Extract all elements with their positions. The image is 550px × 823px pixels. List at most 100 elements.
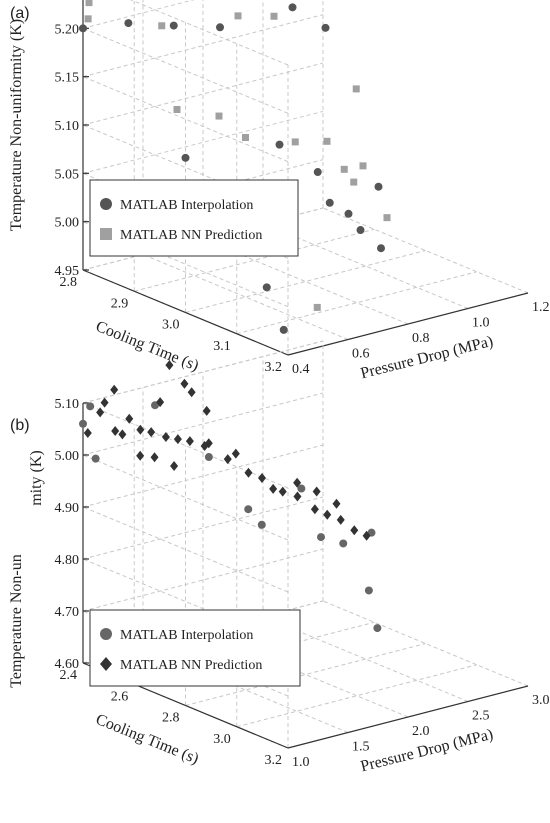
data-point-nn-prediction xyxy=(85,0,93,7)
grid-line xyxy=(185,250,426,313)
grid-line xyxy=(82,402,289,489)
data-point-nn-prediction xyxy=(336,514,345,525)
chart-panel-0 xyxy=(79,0,529,356)
grid-line xyxy=(82,159,324,223)
data-point-nn-prediction xyxy=(161,431,170,442)
y-tick-label: 2.4 xyxy=(60,668,78,683)
chart-panel-1 xyxy=(79,340,529,749)
data-point-interpolation xyxy=(169,21,178,30)
data-point-nn-prediction xyxy=(258,472,266,483)
data-point-interpolation xyxy=(204,453,213,462)
data-point-nn-prediction xyxy=(100,397,109,408)
data-point-interpolation xyxy=(317,533,325,542)
grid-line xyxy=(82,392,324,456)
data-point-nn-prediction xyxy=(293,491,302,502)
y-axis-title: Cooling Time (s) xyxy=(93,318,201,375)
legend-label: MATLAB Interpolation xyxy=(120,628,253,643)
data-point-nn-prediction xyxy=(340,165,348,173)
grid-line xyxy=(129,0,289,66)
data-point-nn-prediction xyxy=(291,138,299,146)
y-axis-line xyxy=(82,269,289,356)
data-point-interpolation xyxy=(321,23,330,32)
z-tick-label: 5.10 xyxy=(55,397,80,412)
data-point-nn-prediction xyxy=(173,106,181,113)
grid-line xyxy=(236,664,477,728)
data-point-nn-prediction xyxy=(293,477,302,488)
x-tick-label: 1.5 xyxy=(352,740,370,755)
grid-line xyxy=(82,76,289,163)
data-point-interpolation xyxy=(313,168,322,177)
data-point-nn-prediction xyxy=(111,426,120,437)
y-tick-label: 2.9 xyxy=(111,296,129,311)
data-point-interpolation xyxy=(275,140,284,149)
legend-label: MATLAB Interpolation xyxy=(120,198,253,213)
legend-marker-nn xyxy=(100,657,112,671)
panel-label: (a) xyxy=(10,5,30,22)
y-tick-label: 3.0 xyxy=(213,732,231,747)
z-tick-label: 4.80 xyxy=(55,553,80,568)
grid-line xyxy=(322,207,529,294)
x-tick-label: 2.0 xyxy=(412,724,430,739)
data-point-nn-prediction xyxy=(136,450,145,461)
z-tick-label: 5.20 xyxy=(55,22,80,37)
data-point-nn-prediction xyxy=(270,12,278,20)
data-point-nn-prediction xyxy=(359,162,367,170)
data-point-nn-prediction xyxy=(118,429,127,440)
data-point-interpolation xyxy=(79,419,87,428)
data-point-nn-prediction xyxy=(165,360,174,371)
y-axis-title: Cooling Time (s) xyxy=(93,711,201,768)
x-tick-label: 1.2 xyxy=(532,300,550,315)
data-point-interpolation xyxy=(244,505,253,514)
data-point-interpolation xyxy=(356,226,365,235)
data-point-nn-prediction xyxy=(242,134,249,141)
data-point-interpolation xyxy=(86,402,95,411)
x-tick-label: 0.4 xyxy=(292,362,310,377)
data-point-nn-prediction xyxy=(84,15,92,23)
data-point-nn-prediction xyxy=(323,137,331,145)
data-point-nn-prediction xyxy=(350,178,358,186)
z-tick-label: 5.15 xyxy=(55,71,80,86)
z-tick-label: 4.70 xyxy=(55,605,80,620)
grid-line xyxy=(185,643,426,706)
data-point-nn-prediction xyxy=(170,461,179,472)
data-point-interpolation xyxy=(124,19,133,28)
x-tick-label: 1.0 xyxy=(472,316,490,331)
legend-marker-nn xyxy=(100,228,112,240)
legend-label: MATLAB NN Prediction xyxy=(120,228,262,243)
data-point-nn-prediction xyxy=(125,413,134,424)
x-axis-line xyxy=(287,292,529,356)
grid-line xyxy=(82,496,324,560)
data-point-interpolation xyxy=(257,520,266,529)
y-tick-label: 2.8 xyxy=(162,711,180,726)
grid-line xyxy=(82,14,324,78)
grid-line xyxy=(82,444,324,508)
data-point-interpolation xyxy=(373,624,382,633)
data-point-nn-prediction xyxy=(313,303,321,311)
legend xyxy=(89,179,299,257)
grid-line xyxy=(82,548,324,612)
grid-line xyxy=(82,340,324,404)
z-tick-label: 4.95 xyxy=(55,264,80,279)
x-tick-label: 3.0 xyxy=(532,693,550,708)
z-tick-label: 5.10 xyxy=(55,119,80,134)
x-tick-label: 0.6 xyxy=(352,347,370,362)
data-point-nn-prediction xyxy=(187,387,196,398)
data-point-nn-prediction xyxy=(323,509,332,520)
legend xyxy=(89,609,301,687)
data-point-nn-prediction xyxy=(215,112,223,120)
grid-line xyxy=(134,621,375,685)
data-point-nn-prediction xyxy=(136,424,145,435)
data-point-nn-prediction xyxy=(332,498,341,509)
y-tick-label: 2.6 xyxy=(111,689,129,704)
y-tick-label: 2.8 xyxy=(60,275,78,290)
data-point-nn-prediction xyxy=(204,438,213,449)
data-point-nn-prediction xyxy=(147,427,156,438)
grid-line xyxy=(82,506,289,593)
data-point-nn-prediction xyxy=(234,12,242,20)
data-point-nn-prediction xyxy=(231,448,240,459)
data-point-interpolation xyxy=(377,244,385,253)
data-point-interpolation xyxy=(344,209,353,218)
data-point-interpolation xyxy=(364,586,373,595)
